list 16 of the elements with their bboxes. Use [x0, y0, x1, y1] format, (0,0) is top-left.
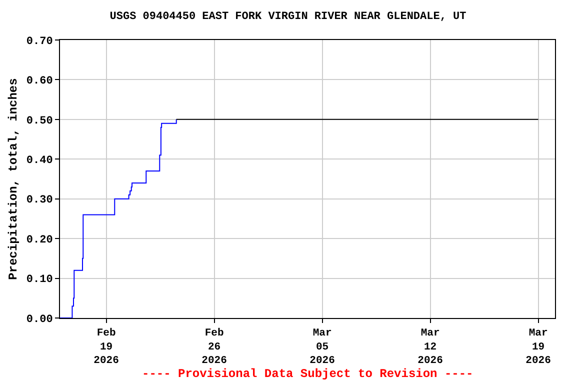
x-tick-label: Mar 12 2026	[418, 328, 443, 367]
y-tick-label: 0.60	[26, 76, 53, 88]
y-tick-label: 0.10	[26, 274, 53, 286]
y-tick-label: 0.50	[26, 115, 53, 128]
text: ---- Provisional Data Subject to Revision ----	[142, 367, 474, 381]
y-tick-label: 0.20	[26, 234, 53, 246]
x-tick-label: Feb 19 2026	[94, 328, 119, 367]
y-axis-title: Precipitation, total, inches	[6, 78, 21, 280]
y-tick-label: 0.70	[26, 36, 53, 48]
x-tick-label: Mar 05 2026	[310, 328, 335, 367]
y-tick-label: 0.30	[26, 194, 53, 207]
y-tick-label: 0.40	[26, 154, 53, 167]
chart-title: USGS 09404450 EAST FORK VIRGIN RIVER NEAR GLENDALE, UT	[110, 11, 467, 24]
x-tick-label: Feb 26 2026	[202, 328, 227, 367]
y-tick-label: 0.00	[26, 314, 53, 326]
x-tick-label: Mar 19 2026	[526, 328, 551, 367]
